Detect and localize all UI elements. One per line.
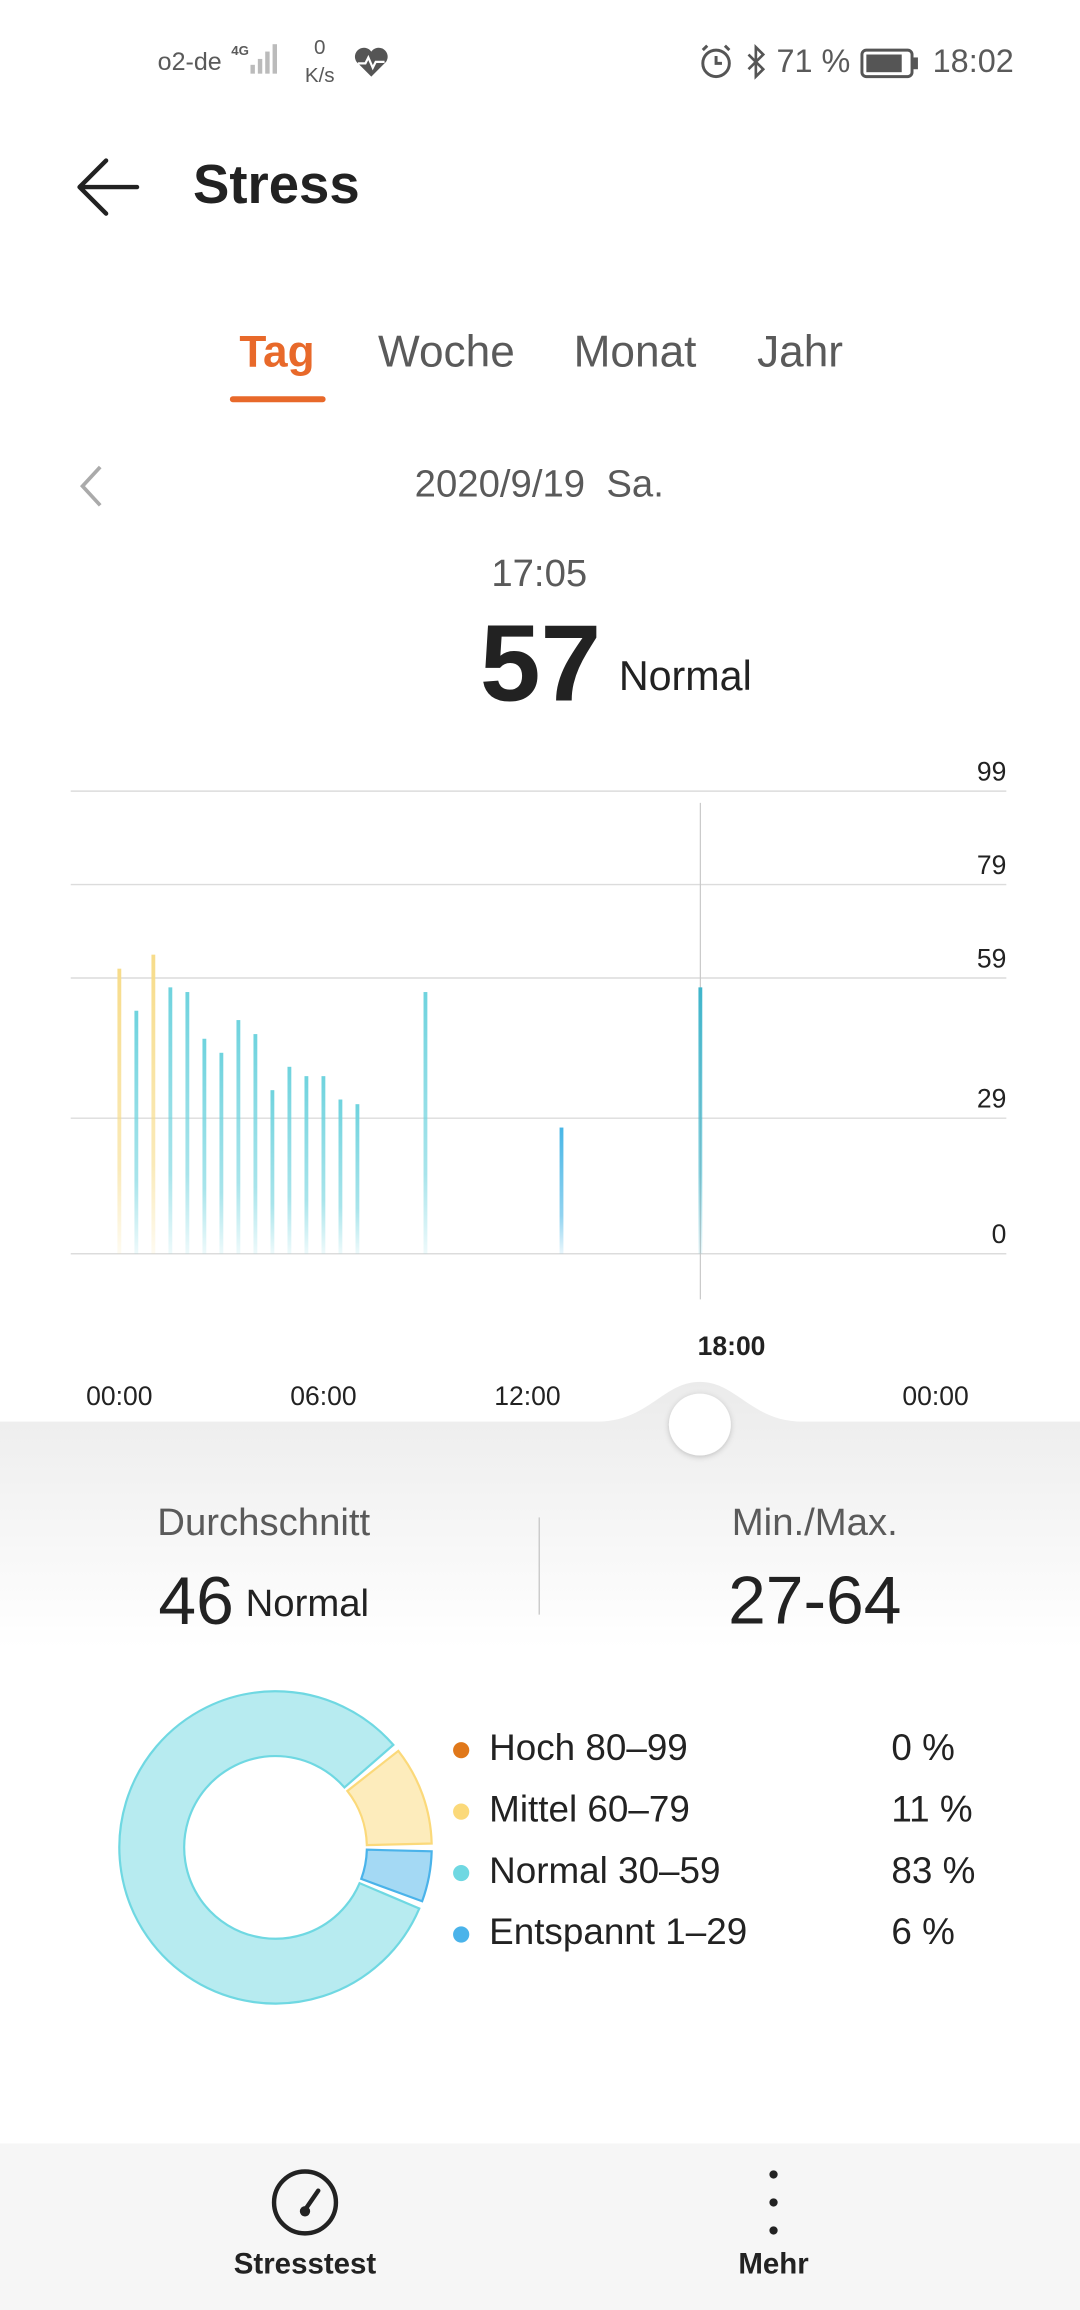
average-label: Durchschnitt (157, 1501, 370, 1544)
battery-level: 71 % (776, 43, 850, 79)
average-value: 46 (158, 1564, 233, 1639)
bar (202, 1038, 207, 1254)
legend-dot (453, 1926, 470, 1943)
signal-icon (250, 44, 277, 74)
legend-dot (453, 1864, 470, 1882)
slice (345, 1749, 433, 1847)
y-tick-label: 99 (977, 756, 1006, 786)
alarm-icon (701, 44, 731, 79)
health-pulse (358, 54, 385, 71)
legend-label: Normal 30–59 (489, 1850, 720, 1891)
speed-value: 0 (314, 36, 325, 59)
average-level: Normal (246, 1582, 369, 1625)
tab[interactable]: Monat (574, 328, 697, 377)
bar (219, 1052, 224, 1254)
tab[interactable]: Jahr (757, 328, 843, 377)
range-label: Min./Max. (732, 1501, 898, 1544)
distribution-chart: Hoch 80–99 0 % Mittel 60–79 11 % Normal 30–5… (118, 1690, 975, 2005)
bar (134, 1010, 139, 1254)
legend-dot (453, 1742, 470, 1759)
back-button[interactable] (77, 158, 140, 216)
nav-label[interactable]: Stresstest (234, 2248, 377, 2281)
y-tick-label: 79 (977, 850, 1006, 880)
bar (559, 1127, 564, 1254)
bar (321, 1076, 326, 1254)
x-tick-label: 00:00 (86, 1381, 152, 1411)
bluetooth-icon (747, 43, 766, 80)
y-tick-label: 29 (977, 1084, 1006, 1114)
bar (423, 992, 428, 1254)
legend-label: Entspannt 1–29 (489, 1911, 747, 1952)
x-tick-label: 00:00 (902, 1381, 968, 1411)
x-tick-label: 18:00 (698, 1331, 766, 1361)
speed-unit: K/s (305, 64, 335, 87)
nav-label[interactable]: Mehr (738, 2248, 809, 2281)
legend-value: 6 % (891, 1911, 954, 1952)
legend-label: Hoch 80–99 (489, 1727, 688, 1768)
slice (359, 1848, 433, 1903)
bar (117, 968, 122, 1254)
legend-label: Mittel 60–79 (489, 1788, 690, 1829)
bar (168, 987, 173, 1254)
more-icon[interactable] (769, 2170, 778, 2235)
network: 4G (231, 43, 249, 58)
y-tick-label: 0 (992, 1219, 1007, 1249)
bar (270, 1090, 275, 1254)
bar (185, 992, 190, 1254)
battery-icon (860, 48, 918, 79)
legend-value: 83 % (891, 1850, 975, 1891)
bar (338, 1099, 343, 1254)
legend-dot (453, 1803, 470, 1820)
bar (287, 1066, 292, 1254)
tab[interactable]: Woche (378, 328, 515, 377)
bottom-nav (0, 2143, 1080, 2310)
stress-chart: 0 29 59 79 99 00:00 06:00 12:00 18:00 00:00 (70, 756, 1007, 1411)
bar (253, 1034, 258, 1254)
time-slider-knob[interactable] (668, 1393, 731, 1456)
bar (236, 1020, 241, 1254)
bar (698, 987, 703, 1254)
date: 2020/9/19 Sa. (415, 462, 664, 505)
range-value: 27-64 (728, 1564, 901, 1639)
stresstest-icon[interactable] (271, 2169, 339, 2236)
slice (118, 1690, 421, 2005)
selected-value: 57 (480, 603, 601, 725)
clock: 18:02 (933, 43, 1014, 79)
bar (355, 1104, 360, 1254)
bar (304, 1076, 309, 1254)
selected-time: 17:05 (491, 552, 587, 595)
legend-value: 0 % (891, 1727, 954, 1768)
bar (151, 954, 156, 1254)
y-tick-label: 59 (977, 943, 1006, 973)
average: 46 Normal (158, 1564, 369, 1639)
carrier: o2-de (158, 48, 222, 76)
tab[interactable]: Tag (239, 328, 314, 377)
prev-day[interactable] (80, 465, 102, 507)
x-tick-label: 06:00 (290, 1381, 356, 1411)
legend-value: 11 % (891, 1788, 972, 1829)
selected-level: Normal (619, 653, 752, 699)
page-title: Stress (193, 154, 360, 215)
x-tick-label: 12:00 (494, 1381, 560, 1411)
